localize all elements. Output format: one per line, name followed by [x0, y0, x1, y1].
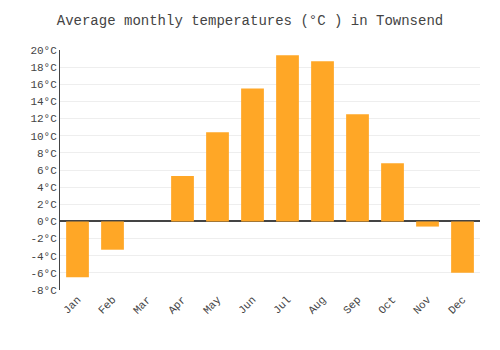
svg-text:2°C: 2°C	[37, 199, 57, 211]
svg-text:18°C: 18°C	[30, 62, 57, 74]
svg-text:0°C: 0°C	[37, 216, 57, 228]
svg-text:Dec: Dec	[446, 294, 468, 316]
svg-text:Oct: Oct	[376, 294, 398, 316]
svg-text:Average monthly temperatures (: Average monthly temperatures (°C ) in To…	[57, 13, 443, 29]
svg-text:-2°C: -2°C	[30, 233, 57, 245]
svg-text:Apr: Apr	[166, 294, 188, 316]
svg-text:-8°C: -8°C	[30, 285, 57, 297]
svg-text:10°C: 10°C	[30, 131, 57, 143]
svg-text:Jun: Jun	[236, 294, 258, 316]
svg-text:16°C: 16°C	[30, 79, 57, 91]
svg-text:6°C: 6°C	[37, 165, 57, 177]
svg-text:Nov: Nov	[411, 294, 434, 317]
svg-text:Sep: Sep	[341, 294, 363, 316]
svg-text:8°C: 8°C	[37, 148, 57, 160]
svg-text:Feb: Feb	[96, 294, 118, 316]
svg-text:Mar: Mar	[131, 294, 153, 316]
svg-text:Jul: Jul	[271, 294, 293, 316]
svg-text:4°C: 4°C	[37, 182, 57, 194]
svg-text:14°C: 14°C	[30, 96, 57, 108]
svg-text:Aug: Aug	[306, 294, 328, 316]
svg-text:12°C: 12°C	[30, 113, 57, 125]
svg-text:Jan: Jan	[61, 294, 83, 316]
svg-text:-4°C: -4°C	[30, 251, 57, 263]
svg-text:May: May	[201, 294, 224, 317]
svg-text:-6°C: -6°C	[30, 268, 57, 280]
svg-text:20°C: 20°C	[30, 45, 57, 57]
